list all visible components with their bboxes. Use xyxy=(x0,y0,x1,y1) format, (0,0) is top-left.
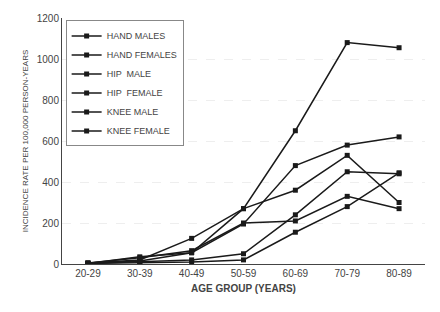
svg-text:1000: 1000 xyxy=(37,54,60,65)
svg-text:KNEE FEMALE: KNEE FEMALE xyxy=(107,126,170,136)
svg-text:INCIDENCE RATE PER 100,000 PER: INCIDENCE RATE PER 100,000 PERSON-YEARS xyxy=(21,50,30,233)
svg-text:400: 400 xyxy=(42,177,59,188)
svg-text:KNEE MALE: KNEE MALE xyxy=(107,107,159,117)
svg-text:60-69: 60-69 xyxy=(283,268,309,279)
svg-text:50-59: 50-59 xyxy=(231,268,257,279)
svg-text:AGE GROUP (YEARS): AGE GROUP (YEARS) xyxy=(191,283,296,294)
svg-text:HAND MALES: HAND MALES xyxy=(107,31,166,41)
svg-text:20-29: 20-29 xyxy=(75,268,101,279)
svg-text:HIP MALE: HIP MALE xyxy=(107,69,151,79)
svg-text:HAND FEMALES: HAND FEMALES xyxy=(107,50,177,60)
svg-text:70-79: 70-79 xyxy=(334,268,360,279)
svg-text:80-89: 80-89 xyxy=(386,268,412,279)
svg-text:40-49: 40-49 xyxy=(179,268,205,279)
svg-text:1200: 1200 xyxy=(37,13,60,24)
svg-text:800: 800 xyxy=(42,95,59,106)
svg-text:0: 0 xyxy=(53,259,59,270)
svg-text:600: 600 xyxy=(42,136,59,147)
svg-text:200: 200 xyxy=(42,218,59,229)
svg-text:HIP FEMALE: HIP FEMALE xyxy=(107,88,163,98)
svg-text:30-39: 30-39 xyxy=(127,268,153,279)
